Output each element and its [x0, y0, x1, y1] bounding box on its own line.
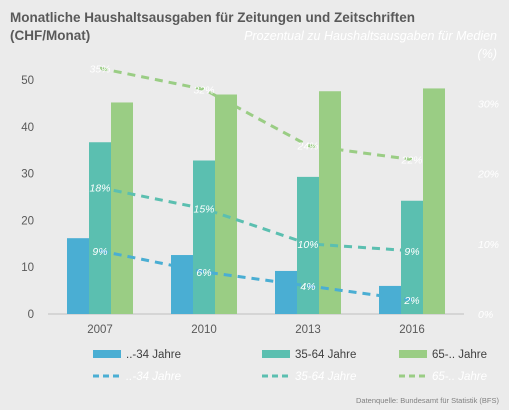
legend-label: 35-64 Jahre [295, 349, 356, 361]
x-tick-label: 2016 [399, 324, 425, 336]
line-data-label: 2% [403, 295, 419, 307]
y2-tick-label: 0% [478, 309, 493, 321]
x-tick-label: 2013 [295, 324, 321, 336]
y2-tick-label: 20% [477, 169, 499, 181]
y-tick-label: 10 [21, 262, 34, 274]
x-tick-label: 2010 [191, 324, 217, 336]
legend-swatch [93, 350, 121, 358]
line-data-label: 22% [400, 155, 422, 167]
secondary-axis-title: Prozentual zu Haushaltsausgaben für Medi… [244, 29, 497, 43]
line-data-label: 35% [89, 63, 110, 75]
line-data-label: 18% [89, 183, 110, 195]
bar [423, 88, 445, 314]
y-tick-label: 50 [21, 75, 34, 87]
y2-tick-label: 30% [478, 98, 499, 110]
line-data-label: 10% [297, 239, 318, 251]
y-tick-label: 40 [21, 122, 34, 134]
bar [89, 142, 111, 314]
bar [297, 176, 319, 314]
y-tick-label: 20 [21, 215, 34, 227]
bar [193, 160, 215, 314]
line-data-label: 15% [193, 204, 214, 216]
line-data-label: 32% [193, 84, 214, 96]
legend-label: ..-34 Jahre [126, 349, 181, 361]
legend-swatch [399, 350, 427, 358]
percentage-line [99, 186, 413, 253]
y-tick-label: 30 [21, 169, 34, 181]
bar [67, 238, 89, 314]
line-data-label: 4% [300, 281, 315, 293]
x-tick-label: 2007 [87, 324, 113, 336]
bar [171, 255, 193, 314]
legend-line-label: ..-34 Jahre [126, 371, 181, 383]
secondary-axis-unit: (%) [478, 47, 497, 61]
line-data-label: 24% [296, 141, 318, 153]
y-tick-label: 0 [28, 309, 34, 321]
chart-subtitle: (CHF/Monat) [10, 28, 90, 43]
bar [275, 270, 297, 314]
percentage-line [99, 249, 413, 302]
legend-line-label: 35-64 Jahre [295, 371, 356, 383]
bar [111, 102, 133, 315]
source-note: Datenquelle: Bundesamt für Statistik (BF… [356, 396, 499, 405]
legend-swatch [262, 350, 290, 358]
chart-title: Monatliche Haushaltsausgaben für Zeitung… [10, 10, 415, 25]
legend-label: 65-.. Jahre [432, 349, 487, 361]
legend-line-label: 65-.. Jahre [432, 371, 487, 383]
line-data-label: 9% [404, 246, 419, 258]
bar [319, 91, 341, 315]
bar [215, 94, 237, 315]
line-data-label: 9% [92, 246, 107, 258]
bar [379, 285, 401, 314]
y2-tick-label: 10% [478, 239, 499, 251]
line-data-label: 6% [196, 267, 211, 279]
bar [401, 200, 423, 314]
